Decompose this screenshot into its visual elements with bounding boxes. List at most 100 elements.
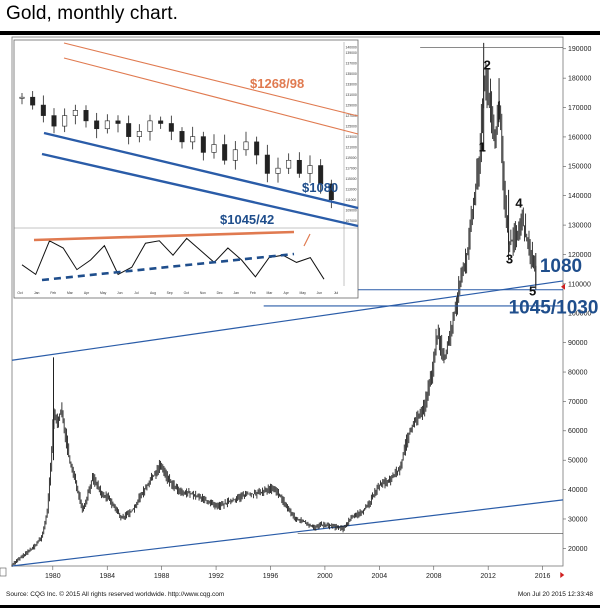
- x-tick-label: 2016: [535, 573, 551, 580]
- corner-box-icon: [0, 567, 7, 577]
- wave-label: 2: [484, 57, 491, 72]
- inset-candle: [275, 167, 281, 174]
- y-tick-label: 80000: [568, 369, 588, 376]
- inset-oscillator-support: [41, 252, 295, 282]
- y-tick-label: 160000: [568, 134, 591, 141]
- inset-y-tick-label: 140000: [346, 46, 357, 50]
- inset-candle: [264, 154, 270, 174]
- inset-annotation: $1268/98: [250, 76, 304, 91]
- inset-support-lower: [41, 152, 359, 228]
- inset-y-tick-label: 117000: [346, 166, 357, 170]
- inset-support-upper: [43, 131, 359, 210]
- y-axis: 190000 180000 170000 160000 150000 140000 1300…: [561, 46, 591, 553]
- y-tick-label: 70000: [568, 399, 588, 406]
- inset-candle: [243, 141, 249, 151]
- y-tick-label: 20000: [568, 546, 588, 553]
- wave-annotations: 1 2 3 4 5 1080 1045/1030: [479, 57, 599, 318]
- inset-y-tick-label: 113000: [346, 188, 357, 192]
- y-tick-label: 170000: [568, 105, 591, 112]
- wave-label: 5: [529, 284, 536, 299]
- y-axis-marker-icon: [561, 283, 565, 290]
- inset-x-tick-label: Jul: [134, 291, 139, 295]
- inset-candle: [232, 149, 238, 161]
- inset-y-tick-label: 127000: [346, 114, 357, 118]
- inset-resistance-lower: [63, 57, 359, 135]
- y-tick-label: 60000: [568, 428, 588, 435]
- inset-candle: [222, 144, 228, 161]
- inset-x-tick-label: May: [100, 291, 107, 295]
- inset-x-tick-label: Jun: [317, 291, 323, 295]
- inset-annotation: $1080: [302, 180, 338, 195]
- plot-border: [11, 36, 564, 567]
- inset-y-tick-label: 119000: [346, 156, 357, 160]
- x-tick-label: 1988: [154, 573, 170, 580]
- inset-candle: [126, 123, 132, 137]
- inset-candle: [40, 104, 46, 116]
- inset-candle: [30, 96, 36, 106]
- inset-candle: [19, 96, 25, 99]
- source-note: Source: CQG Inc. © 2015 All rights reser…: [6, 590, 224, 598]
- wave-label: 1: [479, 140, 486, 155]
- inset-arrow-icon: [303, 233, 311, 247]
- x-axis-marker-icon: [560, 572, 565, 578]
- inset-y-tick-label: 121000: [346, 145, 357, 149]
- inset-candle: [72, 110, 78, 116]
- inset-candle: [104, 120, 110, 130]
- inset-annotation: $1045/42: [220, 212, 274, 227]
- inset-y-tick-label: 109000: [346, 209, 357, 213]
- inset-x-tick-label: Jun: [117, 291, 123, 295]
- inset-x-tick-label: Jan: [34, 291, 40, 295]
- inset-y-tick-label: 107000: [346, 219, 357, 223]
- inset-x-tick-label: Mar: [67, 291, 74, 295]
- timestamp: Mon Jul 20 2015 12:33:48: [518, 591, 594, 598]
- inset-x-tick-label: Oct: [17, 291, 22, 295]
- y-tick-label: 180000: [568, 76, 591, 83]
- wave-label: 1045/1030: [509, 297, 599, 318]
- inset-x-tick-label: Nov: [200, 291, 206, 295]
- inset-candle: [200, 136, 206, 153]
- inset-y-tick-label: 137000: [346, 61, 357, 65]
- inset-y-tick-label: 123000: [346, 135, 357, 139]
- y-tick-label: 190000: [568, 46, 591, 53]
- wave-label: 1080: [540, 256, 582, 277]
- inset-candle: [318, 165, 324, 185]
- inset-y-tick-label: 125000: [346, 124, 357, 128]
- inset-x-tick-label: Apr: [283, 291, 289, 295]
- x-tick-label: 2008: [426, 573, 442, 580]
- inset-candle: [307, 165, 313, 174]
- inset-candle: [136, 131, 142, 137]
- trendline: [11, 280, 564, 361]
- inset-x-tick-label: Sep: [167, 291, 173, 295]
- inset-x-tick-label: Oct: [184, 291, 189, 295]
- x-tick-label: 1992: [208, 573, 224, 580]
- x-tick-label: 1984: [99, 573, 115, 580]
- inset-candle: [115, 120, 121, 124]
- inset-candle: [94, 120, 100, 130]
- inset-candle: [168, 123, 174, 132]
- inset-x-tick-label: Jul: [334, 291, 339, 295]
- x-tick-label: 2000: [317, 573, 333, 580]
- y-tick-label: 100000: [568, 311, 591, 318]
- x-tick-label: 1980: [45, 573, 61, 580]
- bottom-rule: [0, 605, 600, 608]
- inset-x-tick-label: May: [300, 291, 307, 295]
- inset-candle: [83, 110, 89, 122]
- inset-candle: [211, 144, 217, 153]
- inset-candle: [254, 141, 260, 156]
- y-tick-label: 120000: [568, 252, 591, 259]
- inset-candle: [147, 120, 153, 132]
- inset-x-tick-label: Aug: [150, 291, 156, 295]
- inset-x-tick-label: Feb: [250, 291, 256, 295]
- trendline: [11, 499, 564, 567]
- inset-x-tick-label: Dec: [217, 291, 223, 295]
- x-tick-label: 2012: [480, 573, 496, 580]
- inset-y-tick-label: 111000: [346, 198, 357, 202]
- inset-x-tick-label: Feb: [50, 291, 56, 295]
- y-tick-label: 110000: [568, 281, 591, 288]
- inset-y-tick-label: 131000: [346, 93, 357, 97]
- inset-x-tick-label: Jan: [233, 291, 239, 295]
- inset-y-tick-label: 115000: [346, 177, 357, 181]
- chart-frame: [11, 36, 564, 567]
- y-tick-label: 50000: [568, 458, 588, 465]
